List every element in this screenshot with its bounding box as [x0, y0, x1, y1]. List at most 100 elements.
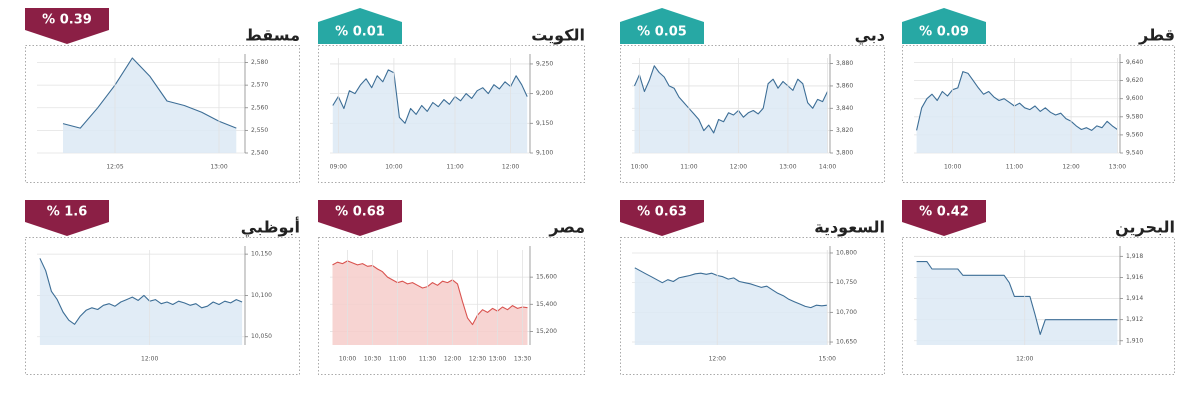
- x-tick-label: 10:00: [944, 164, 961, 171]
- change-label: % 0.01: [335, 25, 385, 40]
- y-tick-label: 1,916: [1126, 274, 1143, 281]
- market-panel: % 0.01 الكويت 9,100 9,150 9,200 9,250 09:00 10:…: [318, 8, 585, 183]
- y-tick-label: 10,050: [251, 333, 272, 340]
- x-tick-label: 11:00: [680, 164, 697, 171]
- market-title: الكويت: [531, 26, 585, 45]
- y-tick-label: 10,100: [251, 292, 272, 299]
- chart-frame: [318, 45, 585, 183]
- area-fill: [916, 71, 1118, 153]
- chart-frame: [620, 237, 885, 375]
- x-tick-label: 13:00: [489, 356, 506, 363]
- market-panel: % 0.05 دبي 3,800 3,820 3,840 3,860 3,880 10:00 1…: [620, 8, 885, 183]
- x-tick-label: 13:00: [1109, 164, 1126, 171]
- y-tick-label: 15,200: [536, 328, 557, 335]
- x-tick-label: 10:00: [385, 164, 402, 171]
- chart-frame: [318, 237, 585, 375]
- x-tick-label: 11:00: [389, 356, 406, 363]
- y-tick-label: 1,912: [1126, 316, 1143, 323]
- x-tick-label: 11:30: [419, 356, 436, 363]
- market-title: دبي: [855, 26, 885, 46]
- x-tick-label: 11:00: [446, 164, 463, 171]
- chart-frame: [902, 237, 1175, 375]
- x-tick-label: 12:00: [502, 164, 519, 171]
- x-tick-label: 11:00: [1006, 164, 1023, 171]
- market-panel: % 0.39 مسقط 2,540 2,550 2,560 2,570 2,580 12:05…: [25, 8, 300, 183]
- y-tick-label: 2,540: [251, 150, 268, 157]
- market-panel: % 0.42 البحرين 1,910 1,912 1,914 1,916 1,918 12…: [902, 200, 1175, 375]
- change-label: % 0.39: [42, 13, 92, 28]
- y-tick-label: 9,580: [1126, 113, 1143, 120]
- change-badge: [318, 8, 402, 44]
- x-tick-label: 09:00: [330, 164, 347, 171]
- market-title: أبوظبي: [241, 217, 300, 238]
- x-tick-label: 10:00: [631, 164, 648, 171]
- y-tick-label: 2,560: [251, 104, 268, 111]
- y-tick-label: 9,560: [1126, 131, 1143, 138]
- x-tick-label: 12:00: [1062, 164, 1079, 171]
- change-badge: [25, 200, 109, 236]
- x-tick-label: 13:30: [514, 356, 531, 363]
- y-tick-label: 10,750: [836, 279, 857, 286]
- y-tick-label: 10,650: [836, 339, 857, 346]
- y-tick-label: 10,150: [251, 251, 272, 258]
- y-tick-label: 9,100: [536, 150, 553, 157]
- area-fill: [916, 261, 1118, 345]
- market-title: البحرين: [1115, 218, 1175, 237]
- price-line: [633, 65, 828, 134]
- x-tick-label: 12:00: [141, 356, 158, 363]
- chart-frame: [25, 237, 300, 375]
- x-tick-label: 13:00: [210, 164, 227, 171]
- price-line: [916, 261, 1118, 335]
- chart-frame: [620, 45, 885, 183]
- price-line: [62, 57, 237, 129]
- x-tick-label: 12:30: [469, 356, 486, 363]
- change-badge: [318, 200, 402, 236]
- market-title: مسقط: [245, 26, 300, 45]
- y-tick-label: 2,570: [251, 82, 268, 89]
- change-label: % 0.05: [637, 25, 687, 40]
- x-tick-label: 12:05: [106, 164, 123, 171]
- y-tick-label: 3,840: [836, 105, 853, 112]
- chart-frame: [902, 45, 1175, 183]
- y-tick-label: 3,800: [836, 150, 853, 157]
- market-title: مصر: [548, 218, 585, 237]
- price-line: [916, 71, 1118, 131]
- change-badge: [902, 200, 986, 236]
- x-tick-label: 12:00: [1016, 356, 1033, 363]
- y-tick-label: 9,620: [1126, 77, 1143, 84]
- change-badge: [902, 8, 986, 44]
- area-fill: [332, 69, 528, 153]
- area-fill: [634, 65, 828, 153]
- x-tick-label: 12:00: [709, 356, 726, 363]
- chart-frame: [25, 45, 300, 183]
- area-fill: [39, 258, 243, 345]
- y-tick-label: 1,914: [1126, 295, 1143, 302]
- y-tick-label: 2,580: [251, 59, 268, 66]
- x-tick-label: 12:00: [730, 164, 747, 171]
- change-label: % 1.6: [47, 205, 88, 220]
- x-tick-label: 10:30: [364, 356, 381, 363]
- price-line: [332, 69, 528, 124]
- y-tick-label: 9,250: [536, 60, 553, 67]
- y-tick-label: 15,600: [536, 274, 557, 281]
- y-tick-label: 10,700: [836, 309, 857, 316]
- x-tick-label: 13:00: [779, 164, 796, 171]
- x-tick-label: 12:00: [444, 356, 461, 363]
- x-tick-label: 10:00: [339, 356, 356, 363]
- market-panel: % 0.68 مصر 15,200 15,400 15,600 10:00 10:30 11:…: [318, 200, 585, 375]
- x-tick-label: 15:00: [819, 356, 836, 363]
- market-title: السعودية: [814, 218, 885, 237]
- y-tick-label: 3,820: [836, 127, 853, 134]
- market-panel: % 0.63 السعودية 10,650 10,700 10,750 10,800 12…: [620, 200, 885, 375]
- y-tick-label: 2,550: [251, 127, 268, 134]
- change-label: % 0.42: [919, 205, 969, 220]
- y-tick-label: 3,860: [836, 82, 853, 89]
- change-badge: [620, 200, 704, 236]
- area-fill: [63, 58, 237, 153]
- y-tick-label: 9,600: [1126, 95, 1143, 102]
- y-tick-label: 1,910: [1126, 337, 1143, 344]
- y-tick-label: 9,640: [1126, 59, 1143, 66]
- change-label: % 0.68: [335, 205, 385, 220]
- market-panel: % 1.6 أبوظبي 10,050 10,100 10,150 12:00: [25, 200, 300, 375]
